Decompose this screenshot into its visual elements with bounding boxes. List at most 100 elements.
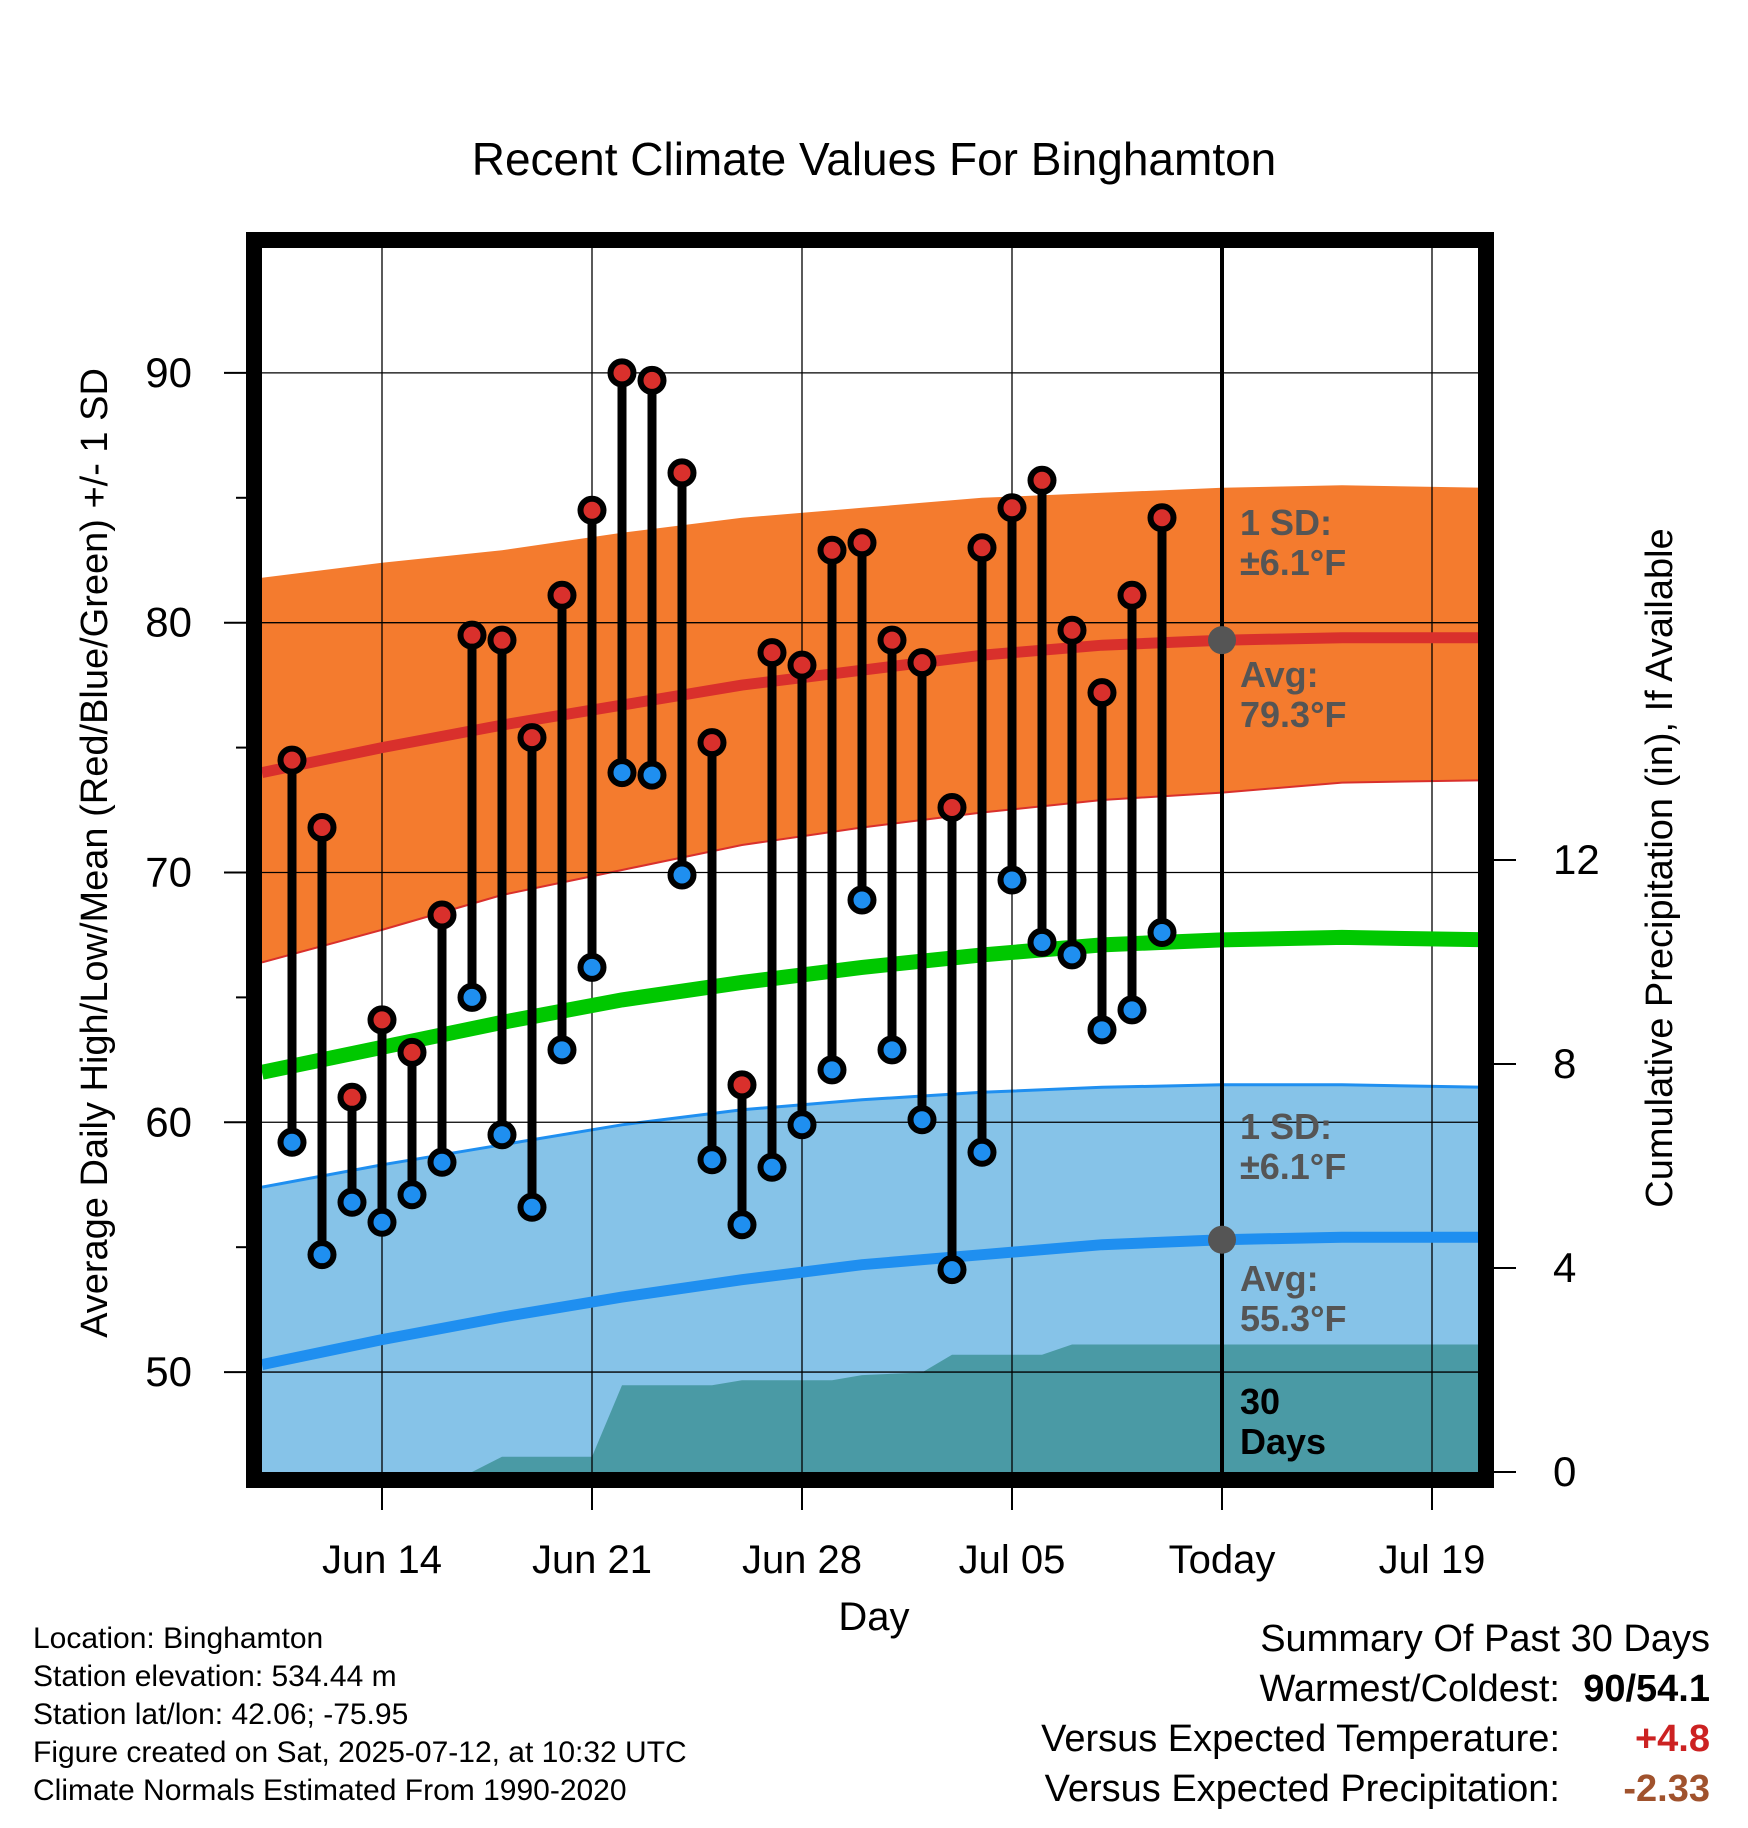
daily-low-point [337,1187,367,1217]
daily-high-point [997,493,1027,523]
low-sd-annotation: ±6.1°F [1240,1146,1346,1187]
figure-created: Figure created on Sat, 2025-07-12, at 10… [33,1736,687,1769]
x-tick-label: Jun 28 [742,1538,862,1582]
high-avg-annotation: 79.3°F [1240,694,1346,735]
daily-high-point [277,745,307,775]
daily-high-point [1117,580,1147,610]
summary-label: Warmest/Coldest: [1259,1668,1560,1710]
y-tick-label: 80 [145,599,192,646]
x-tick-label: Jul 19 [1379,1538,1486,1582]
daily-low-point [817,1055,847,1085]
summary-value: -2.33 [1623,1768,1710,1810]
y-tick-label: 90 [145,349,192,396]
daily-low-point [577,952,607,982]
low-sd-annotation: 1 SD: [1240,1106,1332,1147]
daily-low-point [427,1147,457,1177]
daily-high-point [697,728,727,758]
daily-low-point [547,1035,577,1065]
low-sd-edge [262,1083,1478,1189]
daily-high-point [787,650,817,680]
today-low-normal-marker [1208,1225,1236,1254]
y-axis-label-right: Cumulative Precipitation (in), If Availa… [1639,528,1681,1207]
daily-low-point [637,760,667,790]
summary-row-temperature: Versus Expected Temperature: +4.8 [1041,1714,1710,1764]
today-high-normal-marker [1208,626,1236,655]
daily-low-point [787,1110,817,1140]
daily-low-point [727,1210,757,1240]
daily-high-point [337,1082,367,1112]
daily-high-point [397,1037,427,1067]
station-info: Location: Binghamton Station elevation: … [33,1620,687,1810]
high-avg-annotation: Avg: [1240,654,1319,695]
daily-high-point [457,620,487,650]
daily-high-point [427,900,457,930]
daily-high-point [967,533,997,563]
x-tick-label: Jul 05 [959,1538,1066,1582]
daily-high-point [367,1005,397,1035]
y2-tick-label: 0 [1553,1448,1576,1495]
y2-tick-label: 12 [1553,836,1600,883]
summary-label: Versus Expected Temperature: [1041,1718,1560,1760]
daily-low-point [1057,940,1087,970]
plot-frame [246,232,1494,1488]
daily-high-point [847,528,877,558]
x-tick-label: Jun 14 [322,1538,442,1582]
low-avg-annotation: 55.3°F [1240,1298,1346,1339]
summary-title: Summary Of Past 30 Days [1260,1618,1710,1660]
daily-low-point [277,1127,307,1157]
daily-low-point [367,1207,397,1237]
y2-tick-label: 8 [1553,1040,1576,1087]
x-tick-label: Today [1169,1538,1276,1582]
daily-high-point [877,625,907,655]
daily-low-point [697,1145,727,1175]
summary-label: Versus Expected Precipitation: [1044,1768,1560,1810]
daily-high-point [757,638,787,668]
daily-high-point [1027,465,1057,495]
normal-low-line [262,1231,1478,1370]
y2-tick-label: 4 [1553,1244,1576,1291]
summary-value: 90/54.1 [1583,1668,1710,1710]
daily-high-point [517,723,547,753]
period-annotation: 30 [1240,1381,1280,1422]
x-tick-label: Jun 21 [532,1538,652,1582]
daily-high-point [547,580,577,610]
daily-high-point [577,495,607,525]
y-tick-label: 70 [145,848,192,895]
daily-low-point [307,1240,337,1270]
daily-low-point [607,758,637,788]
daily-high-point [307,813,337,843]
climate-normals-period: Climate Normals Estimated From 1990-2020 [33,1774,627,1807]
station-location: Location: Binghamton [33,1622,324,1655]
normal-mean-line [262,929,1478,1080]
daily-low-point [997,865,1027,895]
daily-low-point [1117,995,1147,1025]
chart-title: Recent Climate Values For Binghamton [472,133,1277,185]
daily-high-point [937,793,967,823]
y-axis-label-left: Average Daily High/Low/Mean (Red/Blue/Gr… [74,368,116,1338]
daily-low-point [937,1255,967,1285]
daily-low-point [1027,927,1057,957]
period-annotation: Days [1240,1421,1326,1462]
daily-low-point [1087,1015,1117,1045]
daily-high-point [637,365,667,395]
daily-low-point [907,1105,937,1135]
daily-low-point [517,1192,547,1222]
daily-high-point [667,458,697,488]
daily-low-point [487,1120,517,1150]
x-axis-label: Day [838,1595,909,1639]
station-latlon: Station lat/lon: 42.06; -75.95 [33,1698,409,1731]
daily-high-point [1057,615,1087,645]
daily-high-point [487,625,517,655]
summary-panel: Summary Of Past 30 Days Warmest/Coldest:… [1041,1614,1710,1814]
summary-row-precipitation: Versus Expected Precipitation: -2.33 [1041,1764,1710,1814]
daily-high-point [1147,503,1177,533]
summary-value: +4.8 [1634,1718,1710,1760]
daily-low-point [397,1180,427,1210]
daily-high-point [1087,678,1117,708]
precipitation-area [442,1344,1478,1472]
y-tick-label: 50 [145,1348,192,1395]
daily-low-point [847,885,877,915]
high-sd-annotation: 1 SD: [1240,502,1332,543]
daily-high-point [907,648,937,678]
